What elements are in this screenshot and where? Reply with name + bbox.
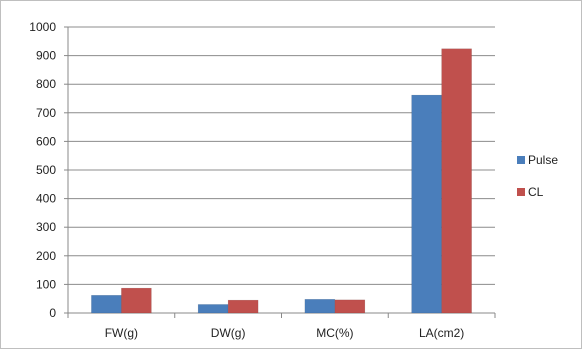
y-tick-label: 100 xyxy=(36,277,56,291)
bars xyxy=(91,48,472,314)
bar-pulse-fwg xyxy=(91,295,122,314)
y-tick-label: 0 xyxy=(49,306,56,320)
y-tick-label: 500 xyxy=(36,163,56,177)
legend-swatch-pulse xyxy=(517,156,525,164)
y-tick-label: 800 xyxy=(36,77,56,91)
bar-cl-mc xyxy=(334,299,366,314)
y-tick-label: 600 xyxy=(36,134,56,148)
x-tick-label: DW(g) xyxy=(211,326,246,340)
x-tick-label: LA(cm2) xyxy=(419,326,464,340)
bar-pulse-mc xyxy=(304,299,336,314)
y-tick-label: 700 xyxy=(36,106,56,120)
bar-pulse-lacm2 xyxy=(411,94,442,314)
y-tick-label: 400 xyxy=(36,192,56,206)
bar-cl-dwg xyxy=(227,299,259,314)
y-tick-label: 1000 xyxy=(29,20,56,34)
bar-cl-fwg xyxy=(121,287,152,314)
bar-cl-lacm2 xyxy=(441,48,472,314)
x-tick-label: MC(%) xyxy=(316,326,353,340)
x-axis-ticks: FW(g) DW(g) MC(%) LA(cm2) xyxy=(67,313,496,340)
legend-swatch-cl xyxy=(517,188,525,196)
y-tick-label: 300 xyxy=(36,220,56,234)
y-tick-label: 200 xyxy=(36,249,56,263)
x-tick-label: FW(g) xyxy=(105,326,138,340)
legend: Pulse CL xyxy=(517,153,558,199)
y-axis-ticks: 0 100 200 300 400 500 600 700 800 900 1000 xyxy=(29,20,68,320)
legend-label-cl: CL xyxy=(528,185,544,199)
bar-pulse-dwg xyxy=(197,304,229,314)
y-tick-label: 900 xyxy=(36,49,56,63)
legend-label-pulse: Pulse xyxy=(528,153,558,167)
